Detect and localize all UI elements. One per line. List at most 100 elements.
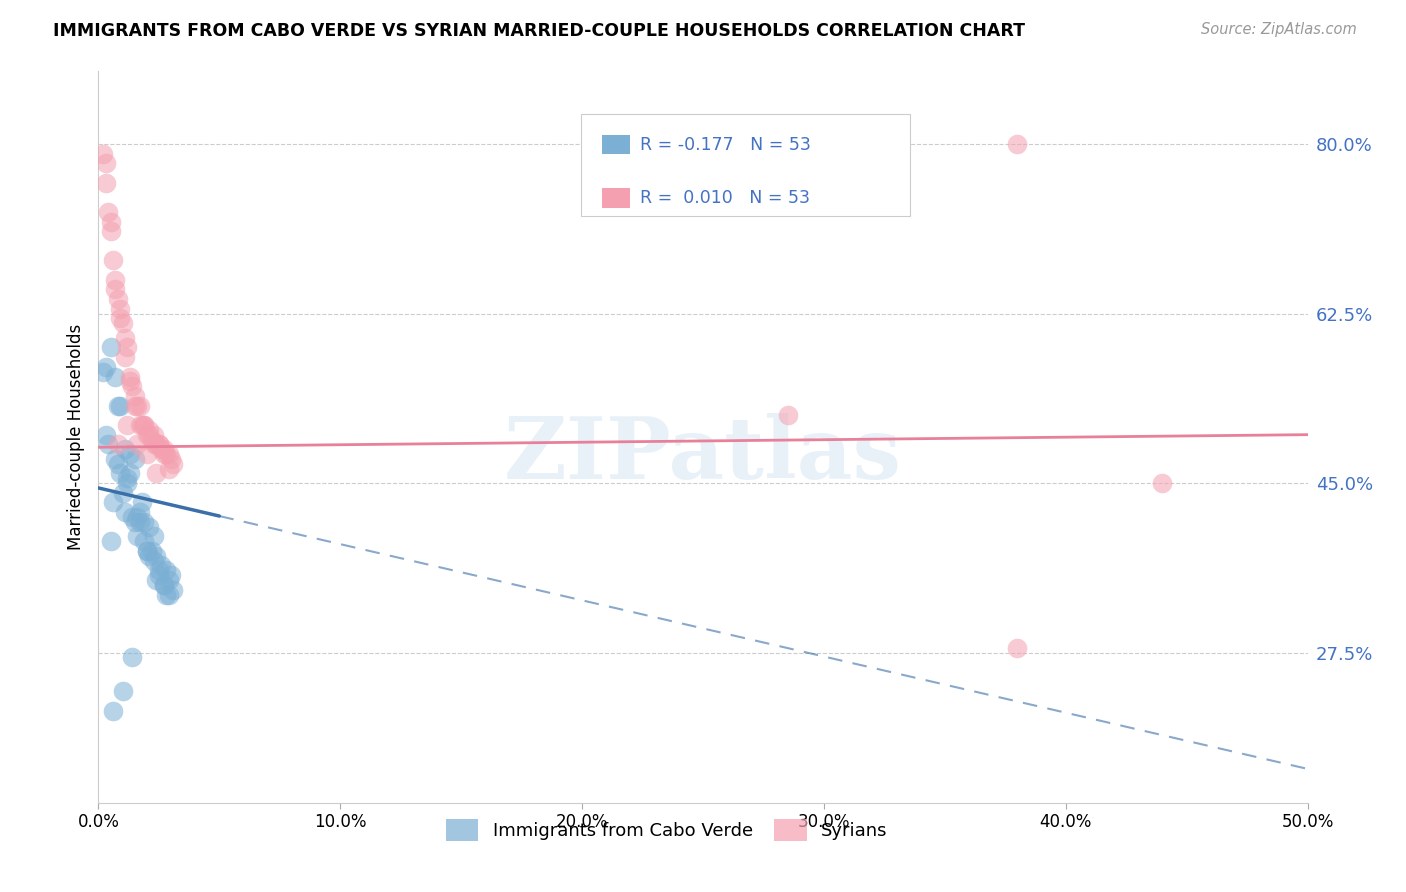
Point [134, 417, 156, 432]
Point [104, 369, 127, 384]
Point [148, 437, 170, 451]
Point [143, 553, 166, 567]
Point [100, 341, 122, 355]
Point [104, 273, 127, 287]
Point [118, 447, 141, 461]
Point [160, 451, 183, 466]
Point [117, 471, 139, 485]
Point [108, 399, 131, 413]
Point [157, 447, 180, 461]
Point [152, 578, 174, 592]
Point [141, 433, 163, 447]
Point [101, 495, 124, 509]
Point [118, 369, 141, 384]
Point [101, 704, 124, 718]
Point [152, 442, 174, 457]
Legend: Immigrants from Cabo Verde, Syrians: Immigrants from Cabo Verde, Syrians [439, 812, 896, 848]
Point [138, 549, 160, 563]
Point [128, 505, 150, 519]
Point [143, 427, 166, 442]
Point [121, 650, 143, 665]
Point [127, 529, 149, 543]
Point [108, 311, 131, 326]
Point [100, 534, 122, 549]
Point [141, 544, 163, 558]
Point [107, 457, 129, 471]
Point [91, 365, 114, 379]
Point [121, 379, 143, 393]
Text: R =  0.010   N = 53: R = 0.010 N = 53 [640, 189, 810, 207]
Point [135, 447, 157, 461]
Point [134, 534, 156, 549]
Point [135, 544, 157, 558]
Point [150, 558, 173, 573]
Point [145, 467, 167, 481]
Point [94, 176, 117, 190]
Point [1007, 136, 1029, 151]
Point [114, 331, 136, 345]
Point [108, 467, 131, 481]
Point [148, 568, 170, 582]
Point [138, 427, 160, 442]
Point [117, 476, 139, 491]
Text: R = -0.177   N = 53: R = -0.177 N = 53 [640, 136, 811, 153]
Point [127, 437, 149, 451]
Point [134, 417, 156, 432]
Point [107, 437, 129, 451]
Point [157, 587, 180, 601]
Text: Source: ZipAtlas.com: Source: ZipAtlas.com [1201, 22, 1357, 37]
Point [155, 563, 177, 577]
Point [157, 461, 180, 475]
Point [155, 447, 177, 461]
Point [114, 350, 136, 364]
Point [131, 495, 153, 509]
Point [107, 399, 129, 413]
Point [104, 451, 127, 466]
Point [118, 467, 141, 481]
Point [134, 515, 156, 529]
Point [91, 146, 114, 161]
Point [162, 457, 184, 471]
Point [145, 437, 167, 451]
Point [138, 519, 160, 533]
Point [94, 359, 117, 374]
Point [145, 549, 167, 563]
Point [124, 389, 146, 403]
Point [114, 505, 136, 519]
Point [131, 417, 153, 432]
Point [155, 587, 177, 601]
Point [117, 417, 139, 432]
Point [1007, 640, 1029, 655]
Point [124, 451, 146, 466]
Point [128, 417, 150, 432]
Point [776, 409, 799, 423]
Point [143, 437, 166, 451]
Point [152, 447, 174, 461]
Point [97, 437, 120, 451]
Y-axis label: Married-couple Households: Married-couple Households [66, 324, 84, 550]
Point [94, 156, 117, 170]
Point [114, 442, 136, 457]
Point [127, 510, 149, 524]
Point [135, 427, 157, 442]
Point [117, 341, 139, 355]
Point [111, 485, 134, 500]
Point [101, 253, 124, 268]
Point [128, 399, 150, 413]
Point [135, 544, 157, 558]
Point [157, 573, 180, 587]
Point [143, 529, 166, 543]
Point [100, 214, 122, 228]
Point [121, 510, 143, 524]
Point [150, 442, 173, 457]
Point [160, 568, 183, 582]
Point [152, 578, 174, 592]
Point [94, 427, 117, 442]
Text: IMMIGRANTS FROM CABO VERDE VS SYRIAN MARRIED-COUPLE HOUSEHOLDS CORRELATION CHART: IMMIGRANTS FROM CABO VERDE VS SYRIAN MAR… [53, 22, 1025, 40]
Point [100, 224, 122, 238]
Point [97, 204, 120, 219]
Point [128, 515, 150, 529]
Point [148, 563, 170, 577]
Point [124, 399, 146, 413]
Point [111, 316, 134, 330]
